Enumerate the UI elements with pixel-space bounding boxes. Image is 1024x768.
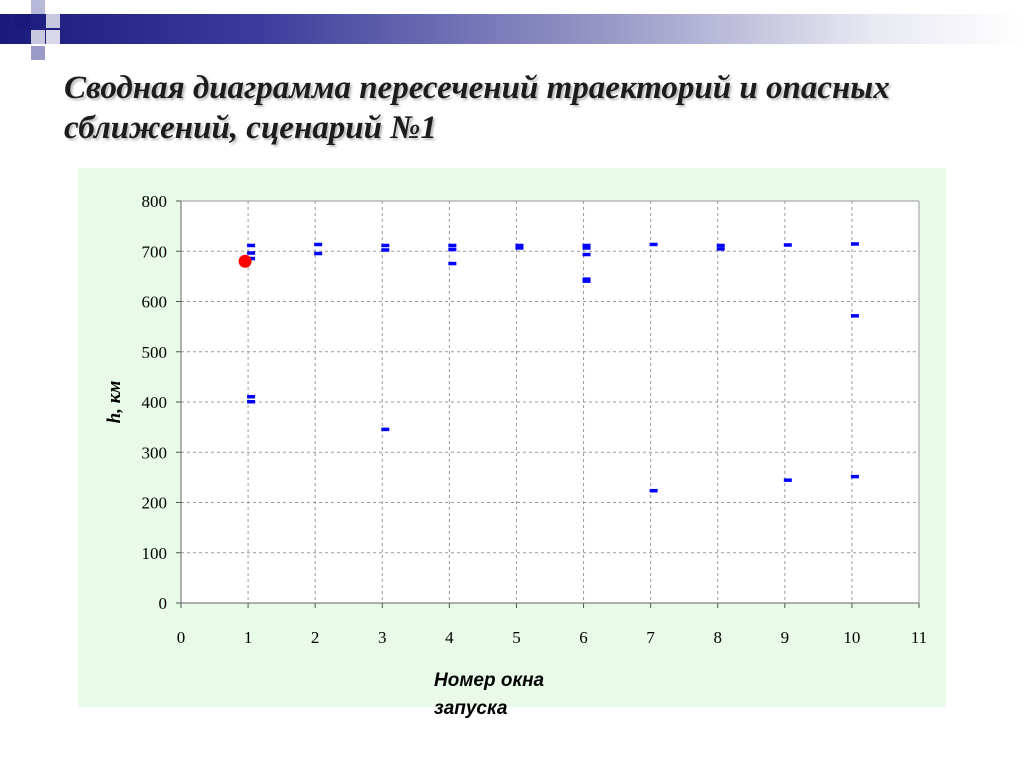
y-tick-label: 500 [142, 343, 168, 362]
x-tick-label: 11 [911, 628, 927, 647]
data-point [783, 243, 792, 247]
data-point [381, 248, 390, 252]
data-point [448, 243, 457, 248]
y-tick-label: 200 [142, 494, 168, 513]
y-tick-label: 0 [159, 594, 168, 613]
x-tick-label: 9 [781, 628, 790, 647]
y-tick-label: 700 [142, 242, 168, 261]
x-tick-label: 7 [646, 628, 655, 647]
data-point [515, 246, 524, 250]
data-point [448, 261, 457, 266]
data-point [850, 474, 859, 479]
data-point [716, 247, 725, 251]
data-point [381, 427, 390, 432]
y-tick-label: 600 [142, 293, 168, 312]
x-tick-label: 6 [579, 628, 588, 647]
decor-square-light [31, 30, 45, 44]
data-point [582, 277, 591, 281]
data-point [314, 242, 323, 247]
x-axis-label: Номер окна запуска [434, 670, 545, 719]
decor-square-dark [14, 14, 30, 30]
data-point [515, 243, 524, 248]
data-point [850, 314, 859, 318]
data-point [448, 247, 457, 252]
data-point [247, 394, 256, 399]
chart-container: 0 100 200 300 400 500 600 700 800 0 1 2 3 4 5 6 7 8 9 10 11 h… [78, 168, 946, 719]
y-tick-label: 400 [142, 393, 168, 412]
data-point [582, 246, 591, 250]
data-point [381, 243, 390, 248]
x-tick-label: 10 [843, 628, 860, 647]
x-tick-label: 8 [713, 628, 722, 647]
decor-square-light [46, 30, 60, 44]
data-point [247, 243, 256, 248]
x-tick-label: 4 [445, 628, 454, 647]
x-tick-label: 2 [311, 628, 320, 647]
data-point [314, 251, 323, 256]
decor-square-light [31, 0, 45, 14]
y-tick-label: 800 [142, 192, 168, 211]
data-point [649, 488, 658, 493]
decor-square-light [46, 14, 60, 28]
data-point-highlight [238, 254, 252, 268]
data-point [247, 399, 256, 404]
data-point [247, 256, 256, 261]
x-axis-label-box [430, 661, 662, 691]
data-point [582, 243, 591, 248]
x-tick-label: 3 [378, 628, 387, 647]
data-point [783, 478, 792, 482]
y-tick-label: 300 [142, 443, 168, 462]
data-point [247, 251, 256, 255]
data-point [582, 252, 591, 257]
y-tick-label: 100 [142, 544, 168, 563]
data-point [582, 279, 591, 283]
y-axis-label: h, км [104, 381, 125, 424]
x-tick-label: 5 [512, 628, 521, 647]
header-gradient-band [0, 14, 1024, 44]
data-point [716, 243, 725, 248]
x-tick-label: 1 [244, 628, 253, 647]
decor-square-dark [31, 46, 45, 60]
slide-title: Сводная диаграмма пересечений траекторий… [64, 70, 890, 146]
scatter-chart: 0 100 200 300 400 500 600 700 800 0 1 2 3 4 5 6 7 8 9 10 11 h… [78, 168, 946, 707]
x-tick-label: 0 [177, 628, 186, 647]
data-point [649, 242, 658, 247]
data-point [850, 242, 859, 246]
